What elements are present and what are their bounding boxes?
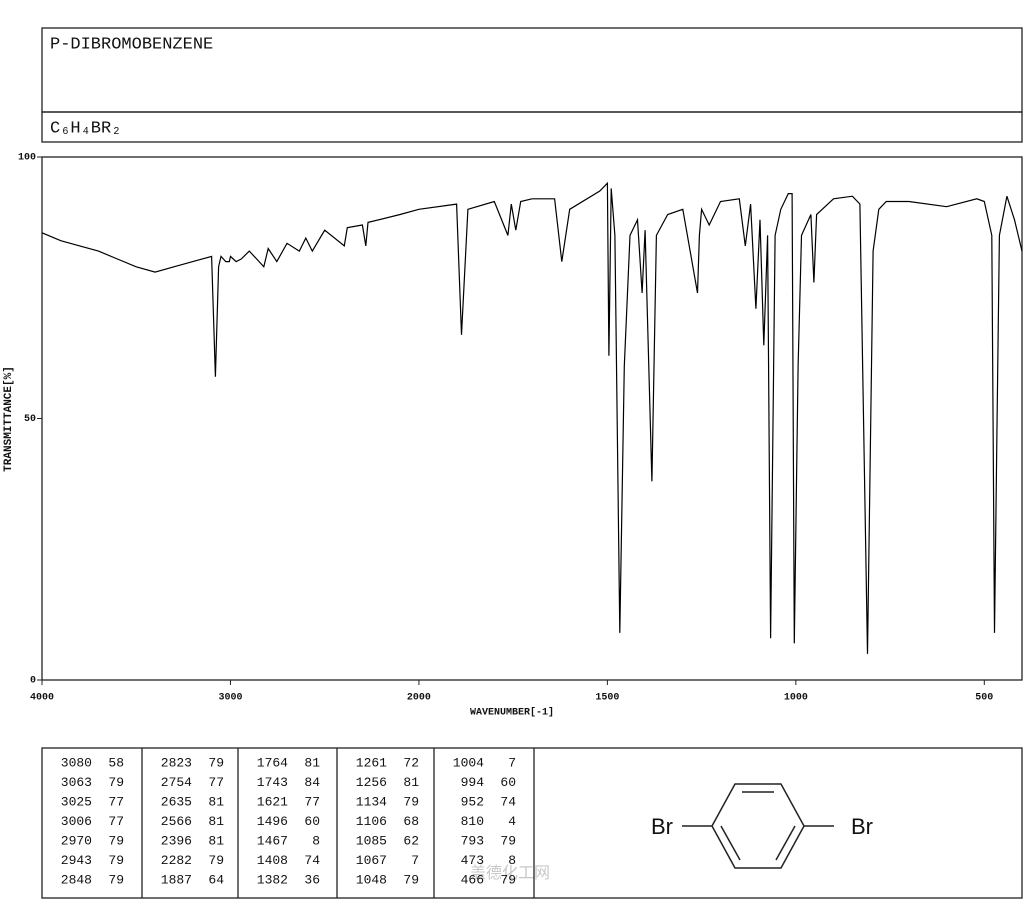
formula-box (41, 111, 1023, 143)
watermark: 盖德化工网 (470, 864, 550, 883)
peak-transmittance: 8 (312, 833, 320, 848)
peak-transmittance: 60 (500, 775, 516, 790)
peak-transmittance: 8 (508, 853, 516, 868)
peak-wavenumber: 2282 (161, 853, 192, 868)
peak-wavenumber: 1496 (257, 814, 288, 829)
peak-wavenumber: 1887 (161, 872, 192, 887)
peak-wavenumber: 2566 (161, 814, 192, 829)
peak-transmittance: 62 (403, 833, 419, 848)
x-tick-label: 3000 (218, 693, 242, 704)
peak-transmittance: 81 (208, 814, 224, 829)
peak-wavenumber: 466 (461, 872, 484, 887)
peak-wavenumber: 3025 (61, 794, 92, 809)
peak-table-box (41, 747, 1023, 899)
peak-wavenumber: 2823 (161, 755, 192, 770)
peak-transmittance: 64 (208, 872, 224, 887)
peak-wavenumber: 1048 (356, 872, 387, 887)
peak-wavenumber: 2970 (61, 833, 92, 848)
x-tick-label: 1500 (595, 693, 619, 704)
peak-transmittance: 77 (208, 775, 224, 790)
peak-wavenumber: 1467 (257, 833, 288, 848)
peak-transmittance: 81 (304, 755, 320, 770)
peak-wavenumber: 1085 (356, 833, 387, 848)
peak-wavenumber: 1134 (356, 794, 387, 809)
x-axis-label: WAVENUMBER[-1] (470, 707, 554, 719)
peak-transmittance: 68 (403, 814, 419, 829)
double-bond (720, 825, 741, 861)
x-tick-label: 2000 (407, 693, 431, 704)
y-tick-label: 0 (30, 676, 36, 687)
substituent-label: Br (851, 814, 873, 839)
peak-wavenumber: 1004 (453, 755, 484, 770)
peak-wavenumber: 1621 (257, 794, 288, 809)
y-tick-label: 50 (24, 414, 36, 425)
double-bond (775, 825, 796, 861)
peak-wavenumber: 2848 (61, 872, 92, 887)
peak-wavenumber: 3063 (61, 775, 92, 790)
peak-wavenumber: 994 (461, 775, 485, 790)
peak-wavenumber: 1408 (257, 853, 288, 868)
peak-transmittance: 72 (403, 755, 419, 770)
peak-wavenumber: 1067 (356, 853, 387, 868)
peak-transmittance: 81 (208, 794, 224, 809)
compound-name: P-DIBROMOBENZENE (50, 35, 213, 54)
peak-transmittance: 77 (304, 794, 320, 809)
x-tick-label: 500 (975, 693, 993, 704)
peak-transmittance: 79 (108, 853, 124, 868)
peak-transmittance: 84 (304, 775, 320, 790)
formula: C₆H₄BR₂ (50, 119, 121, 138)
peak-wavenumber: 2754 (161, 775, 192, 790)
peak-transmittance: 60 (304, 814, 320, 829)
peak-wavenumber: 810 (461, 814, 484, 829)
peak-wavenumber: 1743 (257, 775, 288, 790)
y-axis-label: TRANSMITTANCE[%] (3, 366, 15, 472)
peak-transmittance: 77 (108, 814, 124, 829)
peak-wavenumber: 473 (461, 853, 484, 868)
peak-transmittance: 81 (208, 833, 224, 848)
peak-transmittance: 7 (508, 755, 516, 770)
peak-transmittance: 81 (403, 775, 419, 790)
peak-transmittance: 79 (500, 872, 516, 887)
peak-transmittance: 79 (108, 872, 124, 887)
x-tick-label: 4000 (30, 693, 54, 704)
peak-transmittance: 58 (108, 755, 124, 770)
peak-wavenumber: 1382 (257, 872, 288, 887)
peak-transmittance: 77 (108, 794, 124, 809)
structure (682, 783, 834, 869)
peak-wavenumber: 1261 (356, 755, 387, 770)
peak-transmittance: 79 (108, 833, 124, 848)
peak-wavenumber: 793 (461, 833, 484, 848)
peak-transmittance: 79 (403, 794, 419, 809)
y-tick-label: 100 (18, 153, 36, 164)
peak-transmittance: 7 (411, 853, 419, 868)
x-tick-label: 1000 (784, 693, 808, 704)
peak-transmittance: 74 (500, 794, 516, 809)
peak-wavenumber: 3006 (61, 814, 92, 829)
peak-transmittance: 36 (304, 872, 320, 887)
peak-wavenumber: 2635 (161, 794, 192, 809)
peak-wavenumber: 1256 (356, 775, 387, 790)
peak-transmittance: 79 (500, 833, 516, 848)
substituent-label: Br (651, 814, 673, 839)
peak-transmittance: 79 (403, 872, 419, 887)
peak-transmittance: 4 (508, 814, 516, 829)
benzene-ring (711, 783, 805, 869)
peak-wavenumber: 952 (461, 794, 484, 809)
peak-transmittance: 79 (108, 775, 124, 790)
peak-transmittance: 74 (304, 853, 320, 868)
peak-wavenumber: 2396 (161, 833, 192, 848)
peak-wavenumber: 2943 (61, 853, 92, 868)
spectrum-line (41, 181, 1023, 654)
peak-transmittance: 79 (208, 755, 224, 770)
peak-wavenumber: 3080 (61, 755, 92, 770)
peak-transmittance: 79 (208, 853, 224, 868)
peak-wavenumber: 1764 (257, 755, 288, 770)
peak-wavenumber: 1106 (356, 814, 387, 829)
